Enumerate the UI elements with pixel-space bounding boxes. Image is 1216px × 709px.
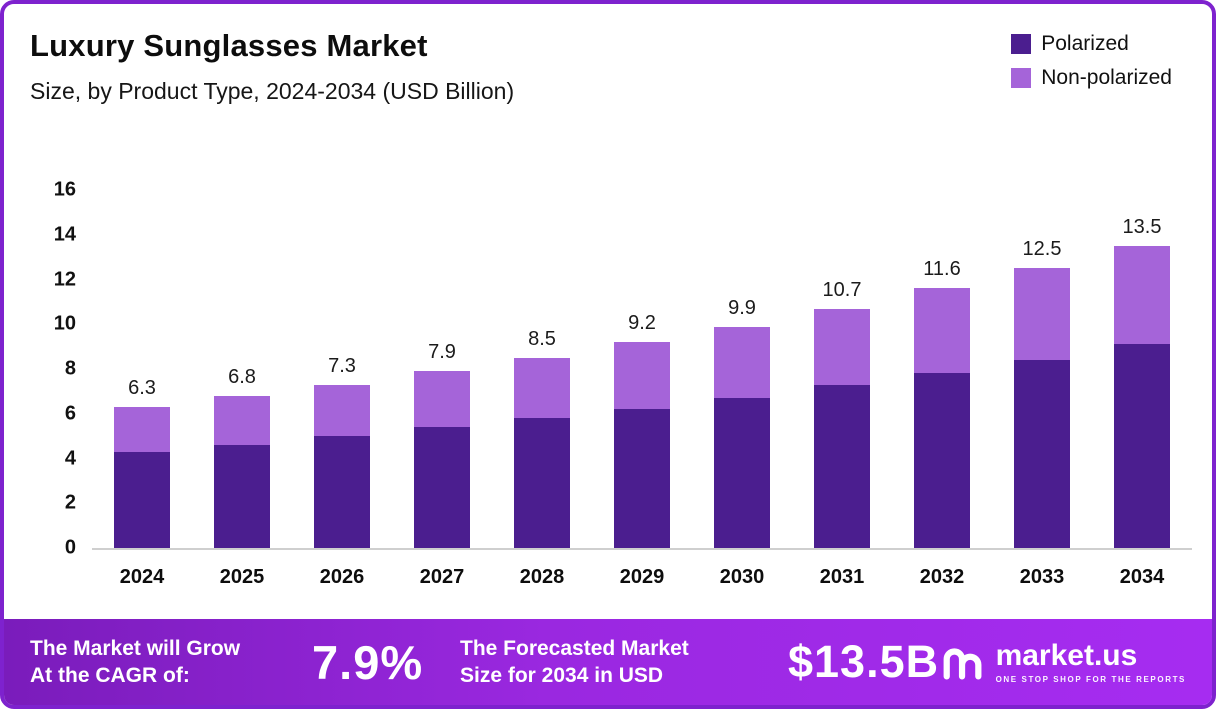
bar-segment-nonpolarized — [414, 371, 470, 428]
page-subtitle: Size, by Product Type, 2024-2034 (USD Bi… — [30, 78, 515, 104]
y-tick-label: 4 — [64, 447, 76, 469]
bar-group-2031: 10.7 — [792, 190, 892, 548]
bar-total-label: 7.9 — [428, 341, 456, 364]
x-axis-label: 2028 — [519, 566, 565, 588]
bar-segment-polarized — [414, 427, 470, 548]
bar-segment-nonpolarized — [814, 308, 870, 385]
y-tick-label: 16 — [53, 178, 76, 201]
legend-swatch-nonpolarized — [1011, 68, 1032, 88]
bar-segment-polarized — [514, 418, 570, 548]
legend-item-polarized: Polarized — [1011, 32, 1172, 56]
y-axis: 0 2 4 6 8 10 12 14 16 — [34, 179, 80, 559]
bar-total-label: 12.5 — [1022, 238, 1062, 261]
bar-total-label: 10.7 — [822, 278, 862, 301]
x-axis-label: 2030 — [719, 566, 765, 588]
forecast-value: $13.5B — [788, 636, 940, 687]
cagr-value: 7.9% — [312, 635, 424, 689]
bar-group-2024: 6.3 — [92, 190, 192, 548]
bar-segment-polarized — [714, 398, 770, 548]
y-tick-label: 10 — [53, 312, 76, 335]
x-axis-label: 2029 — [619, 566, 665, 588]
brand-logo: market.us ONE STOP SHOP FOR THE REPORTS — [940, 639, 1186, 685]
bar-group-2025: 6.8 — [192, 190, 292, 548]
x-axis-label: 2031 — [819, 566, 865, 588]
bar-segment-nonpolarized — [714, 326, 770, 399]
bar-segment-nonpolarized — [614, 342, 670, 410]
bar-total-label: 9.9 — [728, 296, 756, 319]
bar-segment-nonpolarized — [1014, 268, 1070, 361]
bar-total-label: 7.3 — [328, 354, 356, 377]
bar-group-2030: 9.9 — [692, 190, 792, 548]
brand-tagline: ONE STOP SHOP FOR THE REPORTS — [995, 674, 1186, 684]
forecast-text-line1: The Forecasted Market — [460, 636, 689, 660]
brand-textcol: market.us ONE STOP SHOP FOR THE REPORTS — [996, 640, 1186, 684]
bar-group-2033: 12.5 — [992, 190, 1092, 548]
x-axis: 2024 2025 2026 2027 2028 2029 2030 2031 2032 2033… — [92, 550, 1192, 589]
x-axis-label: 2032 — [919, 566, 965, 588]
x-axis-label: 2026 — [319, 566, 365, 588]
bar-segment-polarized — [814, 384, 870, 548]
y-tick-label: 14 — [53, 223, 76, 246]
footer-banner: The Market will Grow At the CAGR of: 7.9… — [4, 619, 1212, 705]
bar-total-label: 6.3 — [128, 377, 156, 400]
stacked-bar-chart: 0 2 4 6 8 10 12 14 16 6.3 6.8 7.3 7.9 8.5 9.2 9.9 10.7 1… — [34, 179, 1192, 589]
y-tick-label: 12 — [53, 268, 76, 290]
legend-item-nonpolarized: Non-polarized — [1011, 66, 1172, 90]
bar-total-label: 13.5 — [1122, 215, 1162, 238]
bar-segment-polarized — [914, 373, 970, 548]
cagr-text-line2: At the CAGR of: — [30, 664, 190, 687]
x-axis-label: 2033 — [1019, 566, 1065, 588]
bar-segment-nonpolarized — [214, 395, 270, 446]
bar-group-2028: 8.5 — [492, 190, 592, 548]
cagr-text: The Market will Grow At the CAGR of: — [30, 635, 312, 690]
x-axis-label: 2025 — [219, 566, 265, 588]
x-axis-label: 2024 — [119, 566, 165, 588]
bar-total-label: 8.5 — [528, 327, 556, 350]
plot-area: 6.3 6.8 7.3 7.9 8.5 9.2 9.9 10.7 11.6 12.5 13.5 — [92, 190, 1192, 550]
bar-group-2026: 7.3 — [292, 190, 392, 548]
bar-segment-polarized — [114, 451, 170, 548]
page-title: Luxury Sunglasses Market — [30, 28, 428, 63]
bar-total-label: 9.2 — [628, 312, 656, 335]
bar-segment-polarized — [314, 436, 370, 548]
cagr-text-line1: The Market will Grow — [30, 636, 241, 660]
bar-group-2034: 13.5 — [1092, 190, 1192, 548]
forecast-text: The Forecasted Market Size for 2034 in U… — [460, 635, 788, 690]
x-axis-label: 2034 — [1119, 566, 1165, 588]
bar-segment-nonpolarized — [114, 407, 170, 452]
bar-segment-nonpolarized — [514, 357, 570, 419]
x-axis-label: 2027 — [419, 566, 465, 588]
bar-segment-polarized — [1114, 344, 1170, 548]
forecast-text-line2: Size for 2034 in USD — [460, 664, 664, 687]
legend-label-polarized: Polarized — [1041, 32, 1129, 55]
market-us-logo-icon — [943, 648, 982, 680]
bar-segment-polarized — [614, 409, 670, 548]
bar-group-2032: 11.6 — [892, 190, 992, 548]
bar-segment-polarized — [1014, 360, 1070, 548]
y-tick-label: 8 — [64, 357, 76, 380]
bar-group-2029: 9.2 — [592, 190, 692, 548]
bar-segment-nonpolarized — [314, 384, 370, 437]
bar-segment-nonpolarized — [1114, 245, 1170, 345]
y-tick-label: 6 — [64, 402, 76, 425]
bar-segment-nonpolarized — [914, 288, 970, 374]
bar-total-label: 11.6 — [923, 258, 961, 281]
bar-group-2027: 7.9 — [392, 190, 492, 548]
bar-total-label: 6.8 — [228, 365, 256, 388]
y-tick-label: 2 — [64, 491, 76, 514]
brand-name: market.us — [995, 639, 1138, 673]
y-tick-label: 0 — [64, 536, 76, 559]
bar-segment-polarized — [214, 445, 270, 548]
legend-swatch-polarized — [1011, 34, 1032, 54]
chart-header: Luxury Sunglasses Market Size, by Produc… — [30, 28, 514, 105]
legend-label-nonpolarized: Non-polarized — [1041, 66, 1172, 89]
chart-legend: Polarized Non-polarized — [1011, 32, 1172, 90]
